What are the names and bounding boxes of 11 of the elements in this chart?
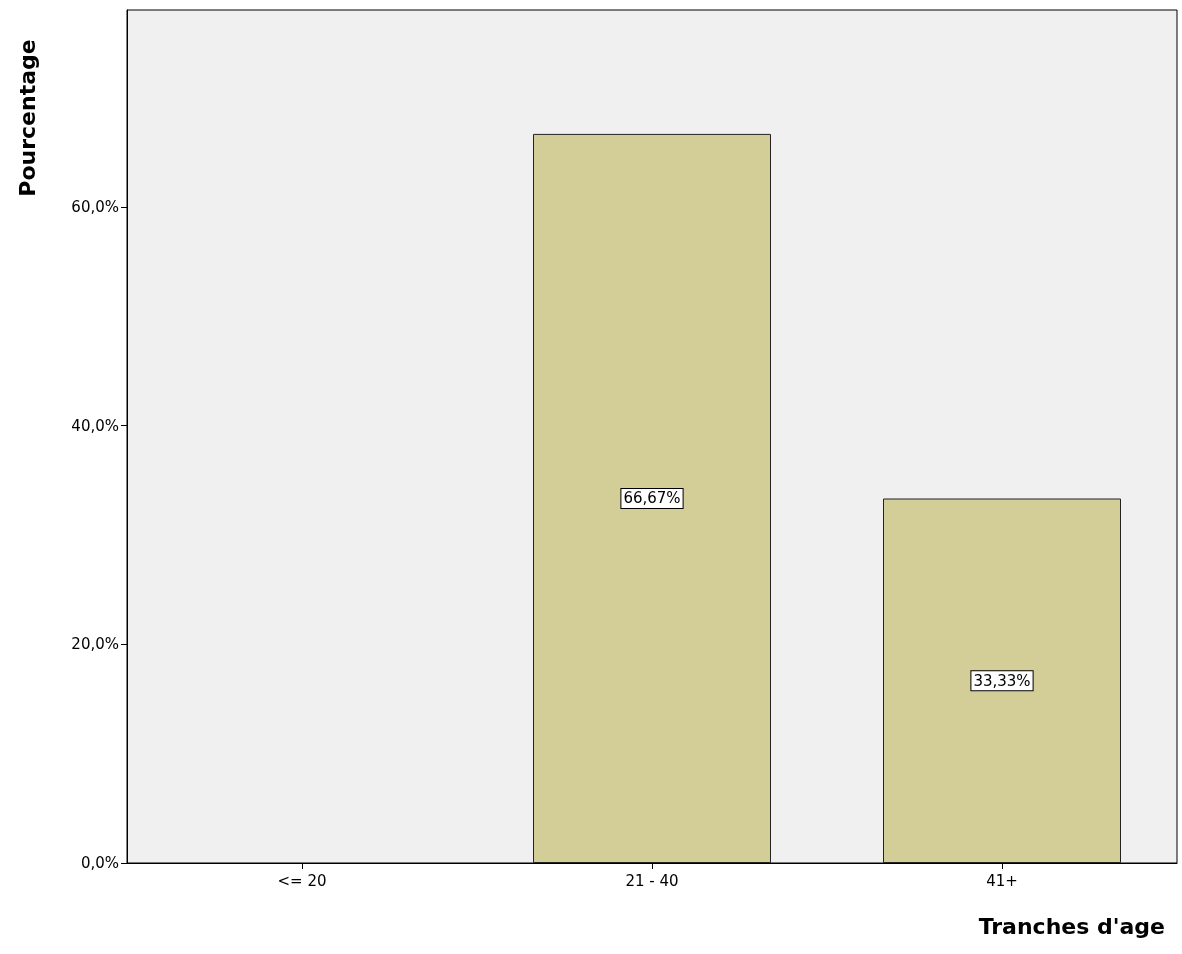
x-tick-label: 21 - 40	[625, 871, 679, 890]
x-axis-title: Tranches d'age	[978, 913, 1165, 939]
x-tick-label: 41+	[986, 871, 1018, 890]
y-tick-label: 20,0%	[71, 635, 119, 654]
x-tick-label: <= 20	[277, 871, 327, 890]
data-label: 66,67%	[623, 489, 681, 508]
y-tick-label: 40,0%	[71, 416, 119, 435]
y-tick-label: 0,0%	[80, 854, 119, 872]
y-axis-title: Pourcentage	[14, 39, 40, 197]
data-label: 33,33%	[973, 671, 1031, 690]
y-tick-label: 60,0%	[71, 197, 119, 216]
